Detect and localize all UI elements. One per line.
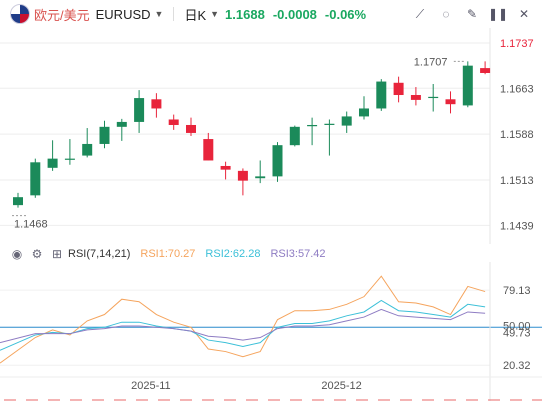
last-price: 1.1688 [225,6,265,22]
date-tick-label: 2025-11 [131,380,171,392]
rsi-tick-label: 79.13 [503,285,531,297]
price-tick-label: 1.1513 [500,175,534,187]
gear-icon[interactable]: ⚙ [31,247,43,261]
eye-icon[interactable]: ◉ [11,247,23,261]
rsi-tick-label: 50.00 [503,320,531,332]
candle-body [289,126,300,146]
divider [173,7,175,21]
candle-body [359,108,369,117]
candle-body [307,124,318,127]
price-tick-label: 1.1439 [500,220,534,232]
price-tick-label: 1.1663 [500,83,534,95]
rsi-series-rsi3 [0,308,486,344]
eye-off-icon[interactable]: ◌ [442,7,450,21]
candles [13,61,491,208]
rsi-tick-label: 20.32 [503,360,531,372]
pair-code[interactable]: EURUSD [95,6,151,22]
price-change: -0.0008 [272,6,317,22]
candle-body [480,68,491,73]
candle-body [99,126,110,144]
candle-body [376,81,387,109]
candle-body [410,95,421,100]
date-axis: 2025-11 2025-12 [0,376,542,401]
candle-body [13,197,23,206]
date-tick-label: 2025-12 [321,380,361,392]
candle-body [168,119,179,125]
pair-name[interactable]: 欧元/美元 [34,7,90,23]
max-price-label: 1.1707 [414,56,448,68]
min-price-label: 1.1468 [14,219,48,231]
rsi-gridlines [0,262,542,401]
candle-body [393,82,404,96]
candle-body [428,96,439,99]
plus-box-icon[interactable]: ⊞ [51,247,63,261]
candle-body [341,116,352,126]
price-axis: 1.1737 1.1663 1.1588 1.1513 1.1439 [500,38,534,232]
candle-body [255,176,266,179]
candle-body [272,145,283,177]
candle-body [220,165,231,170]
candle-body [203,139,214,161]
rsi-header: ◉ ⚙ ⊞ RSI(7,14,21) RSI1:70.27 RSI2:62.28… [0,244,542,264]
price-annotations: 1.1707 1.1468 [12,56,466,231]
price-tick-label: 1.1588 [500,129,534,141]
rsi1-value: RSI1:70.27 [140,248,196,260]
period-selector[interactable]: 日K [184,7,207,23]
draw-line-icon[interactable]: ⟋ [415,6,425,21]
main-gridlines [0,28,491,244]
rsi-series-rsi2 [0,299,486,351]
candle-body [151,99,162,109]
chevron-down-icon[interactable]: ▼ [154,9,164,19]
period-chevron-down-icon[interactable]: ▼ [210,9,220,19]
candle-body [324,123,335,125]
close-icon[interactable]: ✕ [518,7,530,21]
candle-body [186,124,196,133]
price-change-percent: -0.06% [324,6,367,22]
rsi2-value: RSI2:62.28 [205,248,261,260]
candle-body [116,121,127,127]
candle-body [445,99,456,105]
candle-body [462,65,473,106]
price-tick-label: 1.1737 [500,38,534,50]
candle-body [30,162,41,196]
pencil-icon[interactable]: ✎ [466,7,478,21]
eu-us-flag-icon [10,4,30,24]
candle-body [134,98,145,122]
rsi-title[interactable]: RSI(7,14,21) [68,248,131,260]
rsi-series-rsi1 [0,275,486,364]
rsi-lines [0,275,486,364]
rsi3-value: RSI3:57.42 [270,248,326,260]
candle-body [237,170,248,181]
candle-body [82,143,93,156]
pause-icon[interactable]: ❚❚ [487,7,509,21]
quote-header: 欧元/美元 EURUSD ▼ 日K ▼ 1.1688 -0.0008 -0.06… [0,0,542,28]
candle-body [64,158,75,160]
toolbar: ⟋ ◌ ✎ ❚❚ ✕ [410,4,534,24]
candle-body [47,158,58,168]
rsi-tick-label: 49.73 [503,328,531,340]
